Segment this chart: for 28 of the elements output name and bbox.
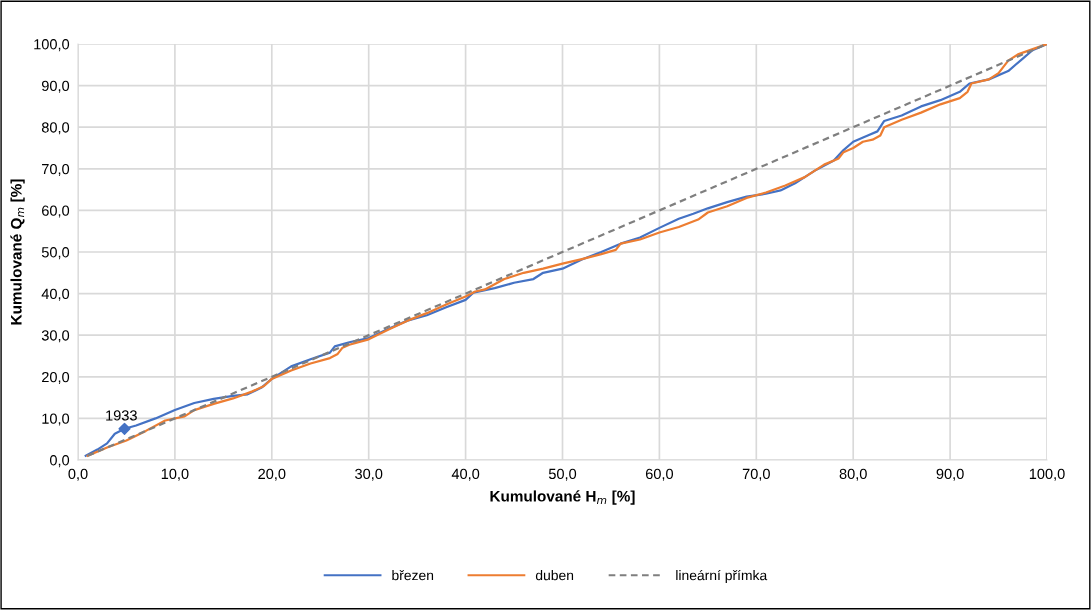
y-tick-label: 90,0 [41,80,70,93]
annotation: 1933 [106,410,137,421]
x-tick-label: 30,0 [355,468,383,481]
y-tick-label: 80,0 [41,122,70,135]
y-tick-label: 100,0 [34,39,70,52]
legend-label: lineární přímka [676,569,768,583]
x-tick-label: 40,0 [451,468,480,481]
x-tick-label: 60,0 [645,468,674,481]
y-tick-label: 0,0 [49,455,70,468]
x-tick-label: 100,0 [1029,468,1065,481]
y-tick-label: 20,0 [42,371,70,384]
x-tick-label: 80,0 [839,468,867,481]
x-tick-label: 0,0 [68,468,88,481]
legend-label: březen [392,570,434,581]
y-tick-label: 60,0 [42,205,70,218]
x-tick-label: 10,0 [161,468,189,481]
legend-label: duben [535,570,574,581]
x-axis-title: Kumulované H$_{m}$ [%] [490,490,635,505]
x-tick-label: 50,0 [548,468,577,481]
x-tick-label: 70,0 [742,468,770,481]
y-tick-label: 30,0 [41,330,70,343]
y-tick-label: 70,0 [42,163,70,176]
y-tick-label: 10,0 [42,413,70,426]
x-tick-label: 20,0 [258,468,286,481]
x-tick-label: 90,0 [936,468,964,481]
y-tick-label: 50,0 [41,247,70,260]
y-axis-title: Kumulované Q$_{m}$ [%] [10,179,25,325]
y-tick-label: 40,0 [41,288,70,301]
